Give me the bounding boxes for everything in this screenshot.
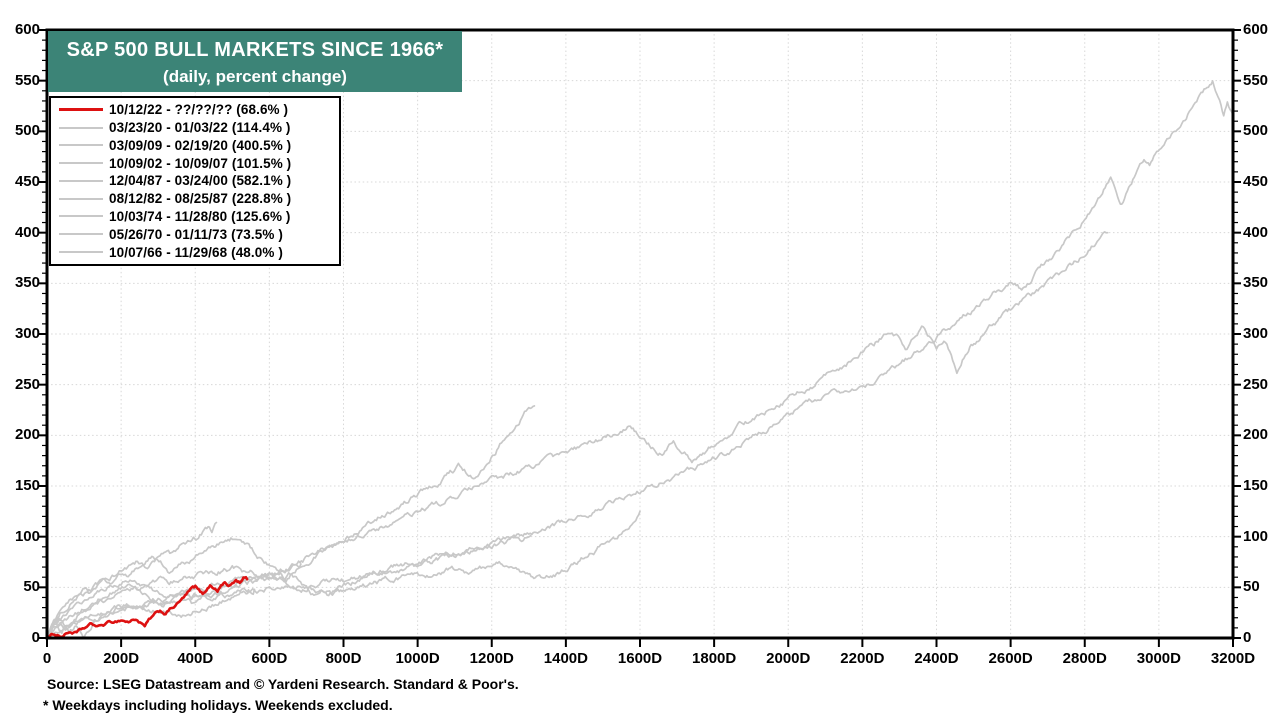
legend-label-3: 10/09/02 - 10/09/07 (101.5% ) [109, 155, 292, 171]
y-tick-label-left-600: 600 [14, 21, 40, 38]
x-tick-label-200D: 200D [103, 650, 140, 667]
x-tick-label-1000D: 1000D [395, 650, 440, 667]
y-tick-label-left-100: 100 [14, 527, 40, 545]
legend-item-0: 10/12/22 - ??/??/?? (68.6% ) [51, 101, 339, 118]
legend-swatch-0 [59, 108, 103, 112]
y-tick-label-right-400: 400 [1243, 223, 1269, 241]
legend-item-1: 03/23/20 - 01/03/22 (114.4% ) [51, 119, 339, 136]
series-line-05/26/70 [47, 563, 302, 638]
x-tick-label-400D: 400D [177, 650, 214, 667]
x-tick-label-2600D: 2600D [988, 650, 1033, 667]
y-tick-label-right-350: 350 [1243, 274, 1269, 292]
chart-title-box: S&P 500 BULL MARKETS SINCE 1966* (daily,… [48, 31, 462, 92]
source-note: Source: LSEG Datastream and © Yardeni Re… [47, 676, 519, 692]
y-tick-label-right-500: 500 [1243, 122, 1269, 140]
y-tick-label-right-450: 450 [1243, 173, 1269, 190]
x-tick-label-800D: 800D [325, 650, 362, 667]
x-tick-label-3200D: 3200D [1210, 650, 1256, 667]
legend-item-7: 05/26/70 - 01/11/73 (73.5% ) [51, 226, 339, 243]
legend-label-5: 08/12/82 - 08/25/87 (228.8% ) [109, 191, 292, 207]
series-line-10/07/66 [47, 588, 256, 638]
legend-swatch-3 [59, 162, 103, 165]
y-tick-label-right-100: 100 [1243, 527, 1269, 545]
y-tick-label-right-200: 200 [1243, 426, 1269, 444]
legend: 10/12/22 - ??/??/?? (68.6% ) 03/23/20 - 0… [49, 96, 341, 266]
y-tick-label-right-50: 50 [1243, 578, 1260, 596]
legend-swatch-1 [59, 126, 103, 129]
y-tick-label-left-200: 200 [14, 426, 40, 444]
legend-label-7: 05/26/70 - 01/11/73 (73.5% ) [109, 226, 283, 242]
footnote: * Weekdays including holidays. Weekends … [43, 697, 393, 713]
y-tick-label-right-550: 550 [1243, 71, 1269, 89]
y-tick-label-left-450: 450 [14, 173, 40, 190]
legend-label-4: 12/04/87 - 03/24/00 (582.1% ) [109, 173, 292, 189]
legend-label-1: 03/23/20 - 01/03/22 (114.4% ) [109, 120, 291, 136]
y-tick-label-left-350: 350 [14, 274, 40, 292]
legend-item-6: 10/03/74 - 11/28/80 (125.6% ) [51, 208, 339, 225]
series-line-03/09/09 [47, 231, 1109, 638]
legend-label-2: 03/09/09 - 02/19/20 (400.5% ) [109, 137, 292, 153]
legend-item-5: 08/12/82 - 08/25/87 (228.8% ) [51, 190, 339, 207]
series-line-08/12/82 [47, 405, 536, 638]
x-tick-label-0: 0 [42, 650, 52, 667]
series-line-10/12/22 [47, 575, 249, 638]
x-tick-label-3000D: 3000D [1136, 650, 1181, 667]
plot-border [45, 28, 1235, 640]
y-tick-label-right-0: 0 [1243, 629, 1252, 646]
y-tick-label-right-300: 300 [1243, 325, 1269, 342]
x-tick-label-1600D: 1600D [617, 650, 663, 667]
x-tick-label-2800D: 2800D [1062, 650, 1107, 667]
x-tick-label-2400D: 2400D [914, 650, 959, 667]
y-tick-label-right-250: 250 [1243, 375, 1269, 393]
y-tick-label-left-300: 300 [14, 325, 40, 342]
series-line-03/23/20 [47, 521, 218, 638]
chart-title: S&P 500 BULL MARKETS SINCE 1966* [66, 39, 444, 61]
y-tick-label-left-0: 0 [31, 629, 40, 646]
x-tick-label-1400D: 1400D [543, 650, 588, 667]
x-tick-label-600D: 600D [251, 650, 288, 667]
y-tick-label-left-250: 250 [14, 375, 40, 393]
legend-item-2: 03/09/09 - 02/19/20 (400.5% ) [51, 137, 339, 154]
legend-swatch-8 [59, 251, 103, 253]
y-tick-label-left-550: 550 [14, 71, 40, 89]
legend-swatch-4 [59, 179, 103, 182]
legend-item-8: 10/07/66 - 11/29/68 (48.0% ) [51, 244, 339, 261]
legend-swatch-2 [59, 144, 103, 147]
legend-swatch-7 [59, 233, 103, 236]
x-tick-label-1200D: 1200D [469, 650, 514, 667]
legend-item-4: 12/04/87 - 03/24/00 (582.1% ) [51, 172, 339, 189]
y-tick-label-left-400: 400 [14, 223, 40, 241]
y-tick-label-left-50: 50 [23, 578, 40, 596]
legend-label-8: 10/07/66 - 11/29/68 (48.0% ) [109, 244, 283, 260]
y-tick-label-left-500: 500 [14, 122, 40, 140]
x-tick-label-2200D: 2200D [840, 650, 885, 667]
y-tick-label-right-150: 150 [1243, 477, 1269, 494]
legend-item-3: 10/09/02 - 10/09/07 (101.5% ) [51, 155, 339, 172]
legend-label-6: 10/03/74 - 11/28/80 (125.6% ) [109, 208, 291, 224]
legend-swatch-5 [59, 197, 103, 200]
series-line-10/09/02 [47, 534, 532, 638]
x-tick-label-2000D: 2000D [766, 650, 811, 667]
chart-subtitle: (daily, percent change) [163, 67, 347, 86]
legend-swatch-6 [59, 215, 103, 218]
x-tick-label-1800D: 1800D [692, 650, 737, 667]
legend-label-0: 10/12/22 - ??/??/?? (68.6% ) [109, 102, 289, 118]
y-tick-label-right-600: 600 [1243, 21, 1269, 38]
y-tick-label-left-150: 150 [14, 477, 40, 494]
